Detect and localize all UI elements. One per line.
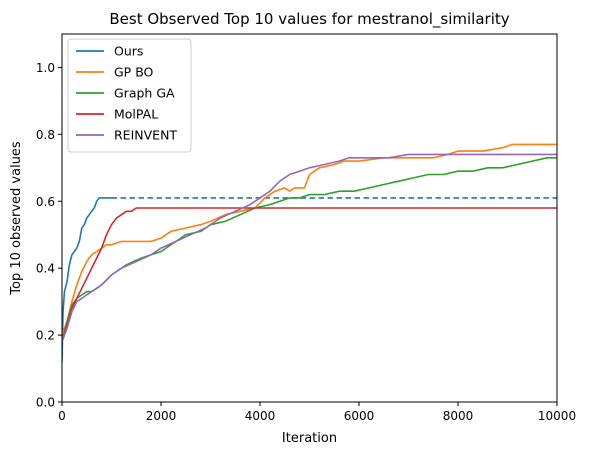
x-axis: 0 2000 4000 6000 8000 10000 [58, 402, 576, 423]
legend-box [67, 38, 192, 153]
legend: Ours GP BO Graph GA MolPAL REINVENT [67, 38, 192, 153]
plot-area [61, 33, 558, 403]
y-axis-label: Top 10 observed values [9, 141, 24, 296]
legend-entry-label: GP BO [114, 65, 154, 80]
x-tick-label: 0 [58, 409, 66, 423]
x-tick-label: 6000 [344, 409, 375, 423]
chart-title: Best Observed Top 10 values for mestrano… [109, 10, 509, 29]
y-tick-label: 0.8 [36, 128, 55, 142]
x-tick-label: 4000 [245, 409, 276, 423]
x-tick-label: 2000 [146, 409, 177, 423]
series-line-0 [62, 197, 112, 362]
series-layer [62, 143, 557, 362]
y-tick-label: 1.0 [36, 61, 55, 75]
legend-entry-label: REINVENT [114, 128, 177, 143]
series-line-3 [62, 207, 557, 343]
y-tick-label: 0.4 [36, 262, 55, 276]
y-tick-label: 0.6 [36, 195, 55, 209]
y-axis: 0.0 0.2 0.4 0.6 0.8 1.0 [36, 61, 62, 410]
x-tick-label: 8000 [443, 409, 474, 423]
legend-entry-label: Graph GA [114, 86, 175, 101]
y-tick-label: 0.0 [36, 396, 55, 410]
legend-entry-label: Ours [114, 44, 143, 59]
axes-frame [61, 33, 558, 403]
x-axis-label: Iteration [282, 431, 337, 446]
x-tick-label: 10000 [538, 409, 576, 423]
y-tick-label: 0.2 [36, 329, 55, 343]
legend-entry-label: MolPAL [114, 107, 158, 122]
series-line-4 [62, 153, 557, 343]
